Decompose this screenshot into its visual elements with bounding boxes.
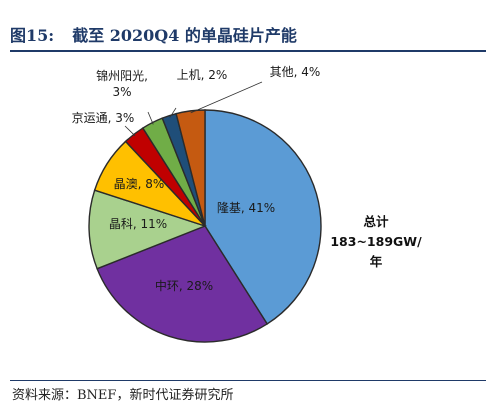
leader-line-6 [147,111,154,125]
slice-label-7: 上机, 2% [177,68,228,82]
slice-label-4: 晶澳, 8% [114,177,165,191]
slice-label-6: 锦州阳光, 3% [96,69,148,99]
slice-label-5: 京运通, 3% [72,111,135,125]
slice-label-8: 其他, 4% [270,65,321,79]
pie-slice-8 [175,109,206,227]
leader-line-8 [190,81,263,114]
title-divider [10,50,486,52]
source-divider [10,380,486,381]
total-annotation: 总计 183~189GW/年 [326,212,426,272]
leader-line-7 [169,107,177,118]
pie-slice-2 [96,225,269,343]
figure-label: 图15: [10,26,55,45]
figure-title-bar: 图15: 截至 2020Q4 的单晶硅片产能 [10,18,486,50]
slice-label-2: 中环, 28% [155,278,213,293]
slice-label-3: 晶科, 11% [109,217,167,231]
source-note: 资料来源：BNEF，新时代证券研究所 [12,388,234,403]
slice-label-1: 隆基, 41% [217,200,275,215]
total-title: 总计 [363,214,389,229]
pie-slice-3 [88,189,208,270]
figure-title: 截至 2020Q4 的单晶硅片产能 [72,26,297,45]
leader-line-5 [124,125,136,137]
total-value: 183~189GW/年 [330,234,422,269]
